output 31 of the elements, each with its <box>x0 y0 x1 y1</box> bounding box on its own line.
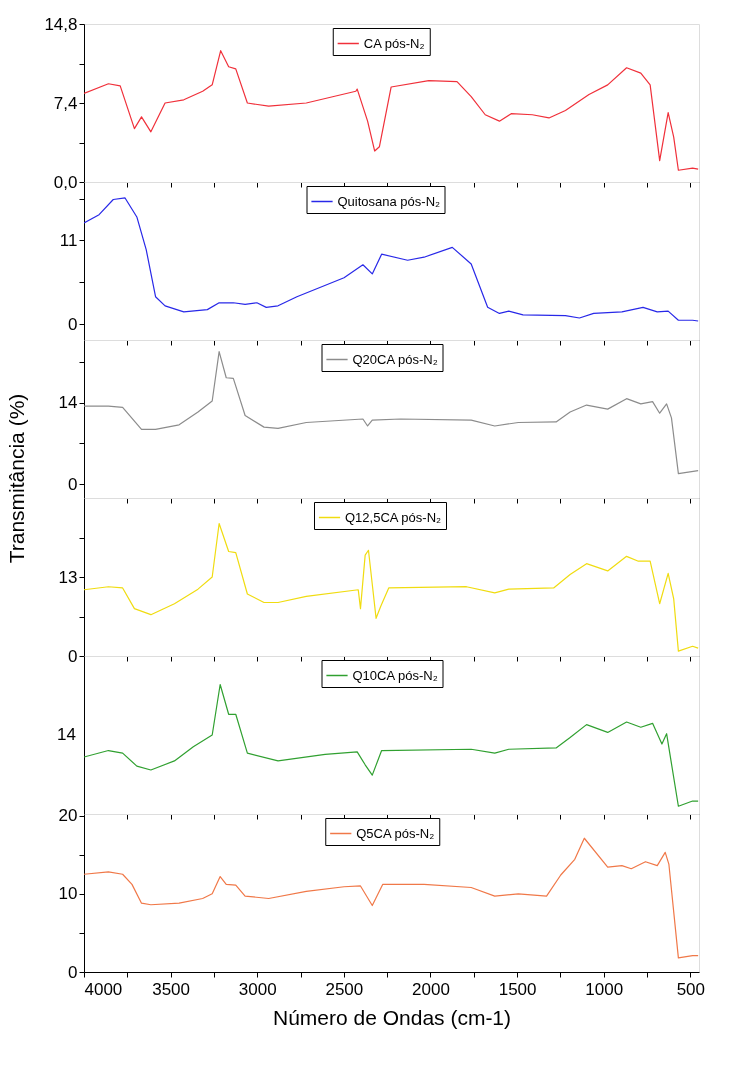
legend-label: Q20CA pós-N₂ <box>352 351 438 367</box>
y-tick-label: 0 <box>68 474 78 494</box>
x-tick-label: 3000 <box>238 979 277 999</box>
line-series <box>84 50 699 171</box>
x-tick-label: 1000 <box>585 979 624 999</box>
x-tick-label: 1500 <box>498 979 537 999</box>
legend-label: Q12,5CA pós-N₂ <box>345 509 442 525</box>
legend-label: Q5CA pós-N₂ <box>356 825 435 841</box>
legend-label: Quitosana pós-N₂ <box>337 193 441 209</box>
x-tick-label: 500 <box>676 979 706 999</box>
line-series <box>84 351 699 475</box>
y-tick-label: 7,4 <box>53 93 78 113</box>
x-axis-title: Número de Ondas (cm-1) <box>272 1005 512 1029</box>
y-tick-label: 14 <box>58 393 78 413</box>
y-tick-label: 20 <box>58 806 78 826</box>
x-tick-label: 2500 <box>325 979 364 999</box>
x-tick-label: 4000 <box>84 979 123 999</box>
legend-label: CA pós-N₂ <box>363 35 425 51</box>
x-tick-label: 2000 <box>412 979 450 999</box>
y-tick-label: 0 <box>68 646 78 666</box>
line-series <box>84 197 699 322</box>
y-axis-title: Transmitância (%) <box>4 393 28 564</box>
y-tick-label: 11 <box>59 230 78 250</box>
y-tick-label: 0 <box>68 314 78 334</box>
y-tick-label: 14,8 <box>44 14 78 34</box>
y-tick-label: 0,0 <box>53 172 78 192</box>
y-tick-label: 0 <box>68 962 78 982</box>
legend-label: Q10CA pós-N₂ <box>352 667 438 683</box>
x-tick-label: 3500 <box>152 979 191 999</box>
y-tick-label: 13 <box>58 567 78 587</box>
y-tick-label: 10 <box>58 884 78 904</box>
